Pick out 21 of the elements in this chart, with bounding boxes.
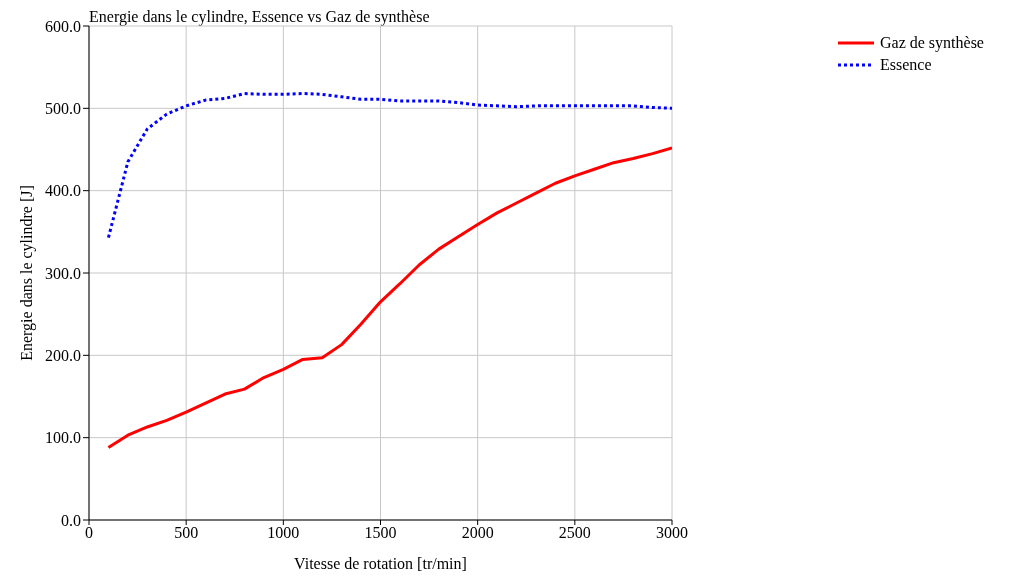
y-tick-label: 300.0 <box>45 264 81 282</box>
y-tick-label: 0.0 <box>61 511 81 529</box>
y-tick-label: 400.0 <box>45 182 81 200</box>
y-axis-title: Energie dans le cylindre [J] <box>17 185 36 361</box>
x-axis-title: Vitesse de rotation [tr/min] <box>294 555 467 573</box>
chart-title: Energie dans le cylindre, Essence vs Gaz de synthèse <box>89 8 430 26</box>
x-tick-label: 1000 <box>267 524 300 542</box>
y-tick-label: 600.0 <box>45 17 81 35</box>
x-tick-label: 500 <box>174 524 199 542</box>
y-tick-label: 500.0 <box>45 100 81 118</box>
line-series <box>106 146 672 450</box>
line-series <box>106 92 672 240</box>
x-tick-label: 3000 <box>656 524 688 542</box>
legend-label: Essence <box>880 56 932 74</box>
x-tick-label: 2000 <box>461 524 494 542</box>
x-tick-label: 0 <box>85 524 93 542</box>
y-tick-label: 100.0 <box>45 429 81 447</box>
y-tick-label: 200.0 <box>45 347 81 365</box>
legend-label: Gaz de synthèse <box>880 34 984 52</box>
x-tick-label: 2500 <box>558 524 591 542</box>
x-tick-label: 1500 <box>364 524 397 542</box>
